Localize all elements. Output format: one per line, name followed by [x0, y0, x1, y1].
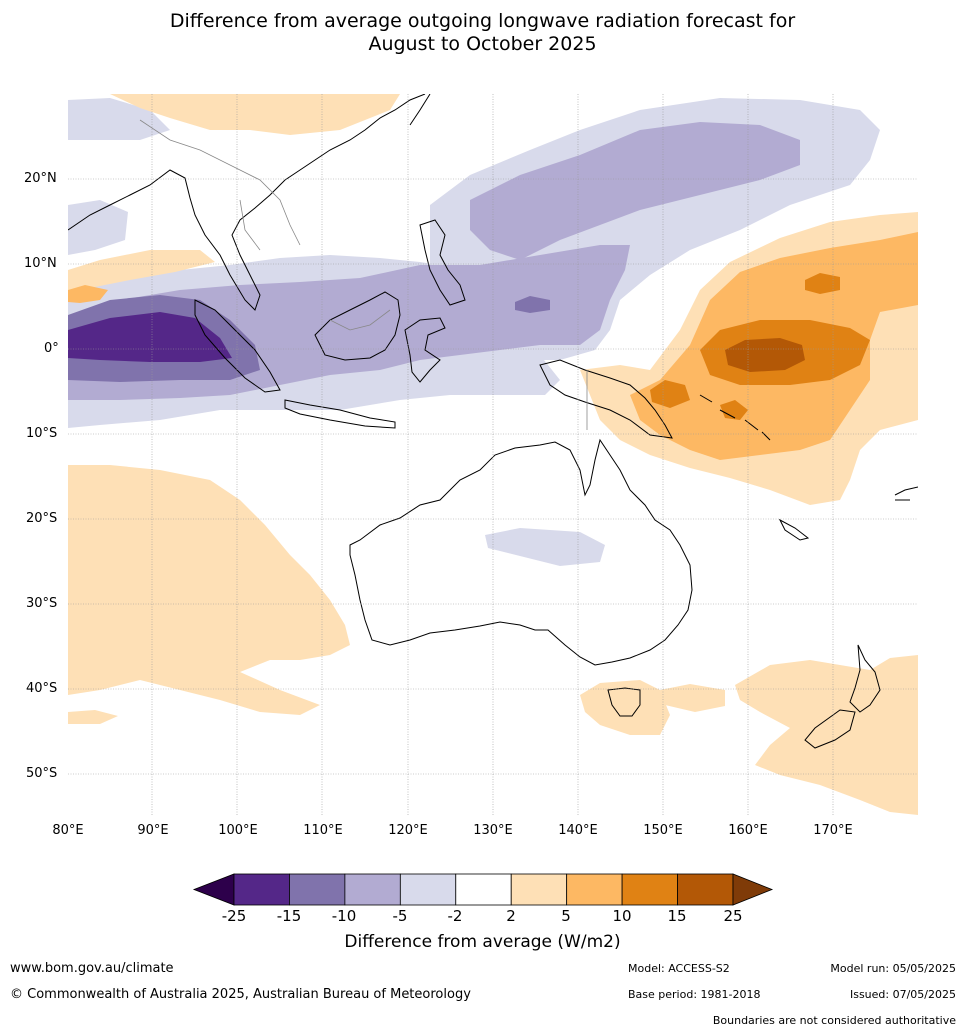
sumatra-coastline — [194, 299, 281, 393]
anomaly-region-light-orange-islet-1 — [660, 684, 725, 712]
lat-label-20s: 20°S — [26, 511, 58, 526]
fiji-coastline — [894, 486, 918, 501]
lon-label-120e: 120°E — [388, 823, 428, 838]
new-zealand-south-coastline — [804, 709, 856, 749]
java-coastline — [284, 399, 396, 429]
tasmania-coastline — [607, 687, 641, 717]
new-guinea-coastline — [539, 359, 673, 439]
borneo-coastline — [314, 291, 401, 361]
lon-label-100e: 100°E — [218, 823, 258, 838]
coastlines — [68, 94, 918, 749]
colorbar-tick-5: -2 — [447, 907, 463, 925]
anomaly-region-mid-purple-north — [470, 122, 800, 260]
lon-label-80e: 80°E — [52, 823, 84, 838]
anomaly-region-light-orange-islet-2 — [285, 620, 310, 655]
anomaly-region-light-purple-australia — [485, 528, 605, 566]
lat-label-10s: 10°S — [26, 426, 58, 441]
anomaly-region-dark-purple-small — [515, 296, 550, 313]
colorbar-tick-9: 15 — [667, 907, 687, 925]
lon-label-130e: 130°E — [473, 823, 513, 838]
anomaly-region-light-orange-nw — [110, 94, 400, 135]
title-line-2: August to October 2025 — [368, 33, 597, 55]
colorbar-tick-2: -15 — [276, 907, 302, 925]
lon-label-90e: 90°E — [137, 823, 169, 838]
title-line-1: Difference from average outgoing longwav… — [169, 10, 796, 32]
colorbar-tick-3: -10 — [331, 907, 357, 925]
colorbar-tick-10: 25 — [723, 907, 743, 925]
map-title: Difference from average outgoing longwav… — [0, 10, 965, 56]
country-boundaries — [139, 119, 588, 430]
anomaly-region-strong-orange-islands — [650, 380, 690, 408]
sulawesi-coastline — [404, 317, 446, 383]
japan-coastline — [409, 94, 431, 126]
footer-copyright: © Commonwealth of Australia 2025, Austra… — [10, 987, 471, 1002]
footer-website: www.bom.gov.au/climate — [10, 961, 174, 976]
new-zealand-north-coastline — [849, 644, 881, 713]
lon-label-150e: 150°E — [643, 823, 683, 838]
philippines-coastline — [419, 219, 466, 306]
colorbar-label: Difference from average (W/m2) — [344, 932, 621, 952]
lat-label-0: 0° — [44, 341, 59, 356]
australia-coastline — [349, 438, 693, 666]
footer-issued: Issued: 07/05/2025 — [849, 988, 956, 1001]
solomon-islands-coastline — [699, 394, 771, 441]
colorbar-tick-4: -5 — [392, 907, 408, 925]
anomaly-region-light-orange-islet-3 — [68, 710, 118, 724]
anomaly-region-deep-purple — [68, 312, 232, 362]
footer-model-run: Model run: 05/05/2025 — [830, 962, 956, 975]
anomaly-region-darkest-orange — [725, 338, 805, 372]
colorbar-tick-1: -25 — [221, 907, 247, 925]
border-borneo — [329, 309, 391, 331]
anomaly-region-strong-orange-small — [805, 273, 840, 294]
anomaly-region-light-orange-bengal — [68, 250, 215, 290]
lon-label-170e: 170°E — [813, 823, 853, 838]
lat-label-50s: 50°S — [26, 766, 58, 781]
footer-model: Model: ACCESS-S2 — [628, 962, 730, 975]
footer-disclaimer: Boundaries are not considered authoritat… — [712, 1014, 956, 1027]
lat-label-30s: 30°S — [26, 596, 58, 611]
anomaly-region-light-orange-southwest — [68, 465, 350, 715]
lat-label-10n: 10°N — [24, 256, 57, 271]
colorbar-tick-7: 5 — [561, 907, 571, 925]
anomaly-field — [68, 94, 918, 815]
colorbar-tick-6: 2 — [506, 907, 516, 925]
anomaly-region-light-purple-bengal — [68, 200, 128, 255]
colorbar-tick-8: 10 — [612, 907, 632, 925]
lon-label-160e: 160°E — [728, 823, 768, 838]
lat-label-20n: 20°N — [24, 171, 57, 186]
graticule — [68, 94, 918, 815]
anomaly-region-strong-orange-islands-2 — [720, 400, 748, 420]
asia-coastline — [68, 94, 426, 311]
anomaly-region-light-orange-bass — [580, 680, 670, 735]
lat-label-40s: 40°S — [26, 681, 58, 696]
anomaly-region-light-orange-tasman — [735, 655, 918, 815]
lon-label-140e: 140°E — [558, 823, 598, 838]
lon-label-110e: 110°E — [303, 823, 343, 838]
anomaly-region-medium-orange-nw — [68, 285, 108, 303]
border-mainland-asia — [139, 119, 301, 251]
footer-base-period: Base period: 1981-2018 — [628, 988, 761, 1001]
new-caledonia-coastline — [778, 518, 810, 541]
